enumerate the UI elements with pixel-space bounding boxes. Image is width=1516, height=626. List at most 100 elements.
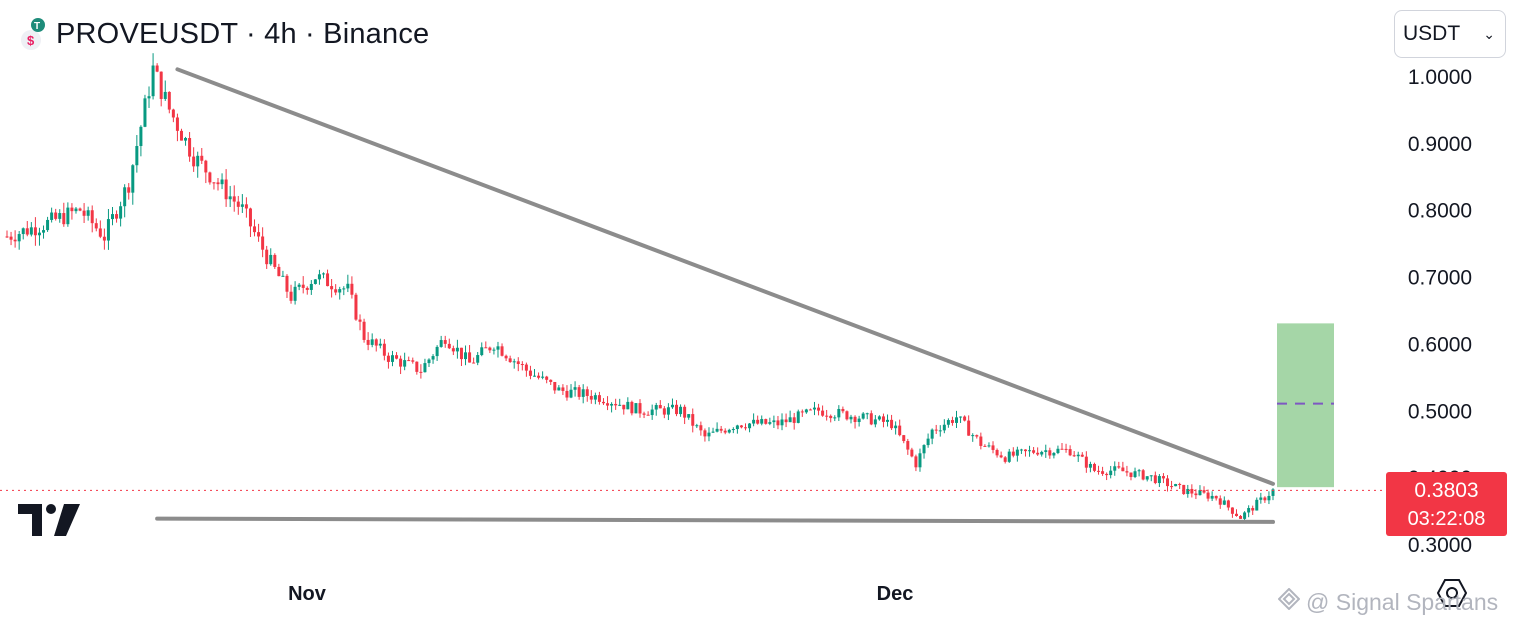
candle-body bbox=[459, 347, 463, 360]
candle-body bbox=[788, 417, 792, 423]
candle-body bbox=[561, 387, 565, 391]
candle-body bbox=[370, 339, 374, 345]
candle-body bbox=[277, 266, 281, 277]
candle-body bbox=[1263, 497, 1267, 501]
candle-body bbox=[334, 289, 338, 293]
candle-body bbox=[610, 403, 614, 406]
candle-body bbox=[419, 371, 423, 373]
currency-select[interactable]: USDT ⌄ bbox=[1394, 10, 1506, 58]
candle-body bbox=[589, 395, 593, 400]
svg-text:$: $ bbox=[27, 33, 35, 48]
candle-body bbox=[366, 339, 370, 345]
candle-body bbox=[1056, 448, 1060, 453]
candle-body bbox=[326, 273, 330, 287]
candle-body bbox=[13, 239, 17, 242]
y-tick-label: 0.3000 bbox=[1408, 534, 1472, 557]
candle-body bbox=[1255, 499, 1259, 511]
candle-body bbox=[98, 228, 102, 237]
candle-body bbox=[565, 390, 569, 398]
trendline-flat-support[interactable] bbox=[155, 516, 1275, 524]
candle-body bbox=[451, 348, 455, 352]
candle-body bbox=[662, 408, 666, 415]
candle-body bbox=[37, 232, 41, 236]
candle-body bbox=[1072, 455, 1076, 457]
candle-body bbox=[500, 346, 504, 356]
tradingview-logo-icon[interactable] bbox=[18, 504, 80, 541]
candle-body bbox=[285, 275, 289, 292]
candle-body bbox=[78, 208, 82, 211]
candle-body bbox=[322, 273, 325, 275]
candle-body bbox=[1019, 449, 1023, 451]
candle-body bbox=[963, 416, 967, 421]
candle-body bbox=[66, 207, 70, 225]
candle-body bbox=[853, 416, 857, 423]
candle-body bbox=[123, 187, 127, 207]
candle-body bbox=[553, 381, 557, 391]
candle-body bbox=[273, 254, 277, 267]
candle-body bbox=[983, 445, 987, 447]
candle-body bbox=[135, 146, 139, 166]
candle-body bbox=[861, 413, 865, 419]
candle-body bbox=[971, 435, 975, 437]
candle-body bbox=[784, 419, 788, 423]
candle-body bbox=[5, 236, 9, 238]
candle-body bbox=[894, 425, 898, 429]
candle-body bbox=[147, 96, 151, 99]
candle-body bbox=[946, 420, 950, 425]
candle-body bbox=[642, 413, 646, 415]
candle-body bbox=[423, 363, 427, 373]
candle-body bbox=[524, 364, 528, 371]
candle-body bbox=[528, 370, 532, 376]
target-box-projection-zone[interactable] bbox=[1277, 323, 1334, 488]
watermark-text: @ Signal Spartans bbox=[1306, 588, 1499, 615]
watermark: @ Signal Spartans bbox=[1277, 587, 1499, 616]
candle-body bbox=[950, 420, 954, 423]
candle-body bbox=[898, 425, 902, 436]
candle-body bbox=[115, 214, 119, 219]
candle-body bbox=[995, 449, 999, 456]
candle-body bbox=[752, 419, 756, 424]
candle-body bbox=[496, 346, 500, 350]
candle-body bbox=[1048, 450, 1052, 456]
candle-body bbox=[342, 288, 346, 290]
candle-body bbox=[804, 409, 808, 413]
current-price-value: 0.3803 bbox=[1414, 479, 1479, 502]
candle-body bbox=[192, 156, 196, 167]
candle-body bbox=[808, 409, 812, 411]
candle-body bbox=[204, 160, 208, 173]
chevron-down-icon: ⌄ bbox=[1483, 25, 1495, 42]
candle-body bbox=[1145, 476, 1149, 480]
candle-body bbox=[691, 414, 695, 426]
candle-body bbox=[711, 431, 715, 433]
candle-body bbox=[955, 417, 958, 423]
candle-body bbox=[670, 404, 674, 408]
candle-body bbox=[679, 406, 683, 415]
candle-body bbox=[338, 289, 342, 293]
candle-body bbox=[748, 423, 752, 429]
time-axis: Nov Dec bbox=[288, 583, 913, 605]
candle-body bbox=[764, 419, 768, 424]
candle-body bbox=[244, 204, 248, 209]
candle-body bbox=[415, 361, 419, 372]
candle-body bbox=[541, 376, 545, 378]
candle-body bbox=[1243, 512, 1247, 519]
candle-body bbox=[1129, 472, 1133, 478]
candle-body bbox=[849, 416, 853, 420]
candle-body bbox=[439, 340, 443, 347]
candle-body bbox=[1149, 475, 1153, 477]
candle-body bbox=[58, 213, 62, 219]
candle-body bbox=[289, 291, 293, 301]
candle-body bbox=[1226, 500, 1230, 508]
candle-body bbox=[812, 407, 816, 410]
candle-body bbox=[715, 428, 719, 432]
y-tick-label: 0.9000 bbox=[1408, 133, 1472, 156]
settings-gear-icon[interactable] bbox=[1436, 578, 1468, 613]
x-tick-label: Dec bbox=[877, 583, 914, 605]
candle-body bbox=[869, 413, 873, 425]
candle-body bbox=[817, 407, 821, 411]
candle-body bbox=[723, 430, 727, 433]
candle-body bbox=[1052, 452, 1056, 456]
trendline-descending-resistance[interactable] bbox=[175, 67, 1275, 486]
candle-body bbox=[796, 411, 800, 423]
